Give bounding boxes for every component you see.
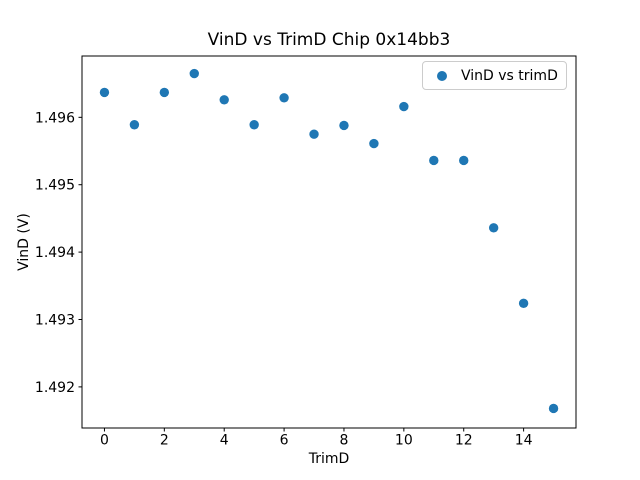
plot-frame	[81, 55, 577, 429]
x-axis-label: TrimD	[308, 451, 350, 467]
scatter-point	[189, 68, 199, 79]
scatter-point	[548, 403, 559, 414]
y-tick-label: 1.495	[35, 178, 75, 194]
scatter-point	[219, 95, 229, 105]
scatter-point	[339, 120, 349, 131]
x-tick-label: 10	[395, 433, 413, 449]
scatter-point	[279, 93, 289, 103]
scatter-point	[488, 223, 499, 233]
x-tick-label: 8	[340, 433, 349, 449]
y-axis-label: VinD (V)	[16, 213, 32, 271]
legend-marker-icon	[437, 70, 447, 81]
x-tick-label: 4	[220, 433, 229, 449]
y-tick-label: 1.496	[35, 110, 75, 126]
scatter-point	[99, 87, 110, 98]
scatter-point	[518, 298, 529, 309]
x-tick-label: 0	[100, 433, 109, 449]
scatter-point	[159, 87, 170, 98]
chart-title: VinD vs TrimD Chip 0x14bb3	[207, 30, 451, 50]
scatter-point	[129, 120, 140, 130]
x-tick-label: 2	[160, 433, 169, 449]
scatter-point	[369, 138, 379, 149]
legend: VinD vs trimD	[422, 61, 567, 90]
x-tick-label: 12	[455, 433, 473, 449]
scatter-point	[429, 155, 439, 166]
y-tick-label: 1.493	[35, 313, 75, 329]
scatter-point	[249, 120, 259, 130]
scatter-point	[399, 101, 409, 112]
x-tick-label: 14	[515, 433, 533, 449]
y-tick-label: 1.492	[35, 380, 75, 396]
x-tick-label: 6	[280, 433, 289, 449]
legend-label: VinD vs trimD	[461, 67, 558, 84]
y-tick-label: 1.494	[35, 245, 75, 261]
scatter-point	[459, 155, 469, 166]
scatter-point	[309, 129, 319, 139]
